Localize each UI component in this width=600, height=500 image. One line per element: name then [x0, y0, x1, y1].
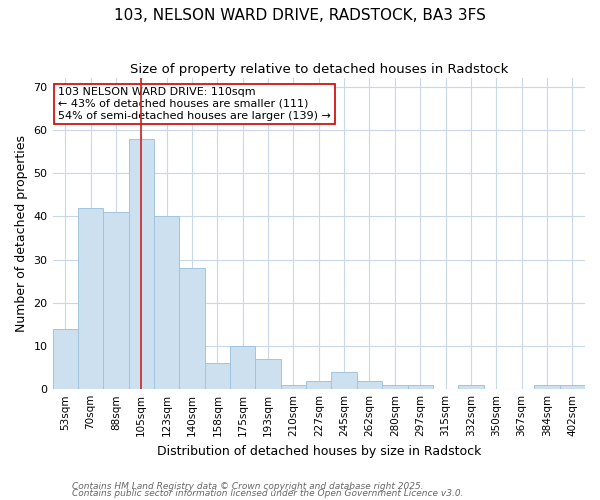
Bar: [407, 385, 433, 389]
Text: 103, NELSON WARD DRIVE, RADSTOCK, BA3 3FS: 103, NELSON WARD DRIVE, RADSTOCK, BA3 3F…: [114, 8, 486, 22]
Bar: [53, 328, 78, 389]
Bar: [179, 268, 205, 389]
Bar: [331, 372, 357, 389]
Bar: [78, 208, 103, 389]
Bar: [103, 212, 128, 389]
Bar: [560, 385, 585, 389]
Bar: [256, 359, 281, 389]
Bar: [382, 385, 407, 389]
Bar: [230, 346, 256, 389]
Bar: [205, 364, 230, 389]
Text: 103 NELSON WARD DRIVE: 110sqm
← 43% of detached houses are smaller (111)
54% of : 103 NELSON WARD DRIVE: 110sqm ← 43% of d…: [58, 88, 331, 120]
Title: Size of property relative to detached houses in Radstock: Size of property relative to detached ho…: [130, 62, 508, 76]
Bar: [154, 216, 179, 389]
Bar: [281, 385, 306, 389]
Bar: [357, 380, 382, 389]
Text: Contains public sector information licensed under the Open Government Licence v3: Contains public sector information licen…: [72, 490, 464, 498]
Text: Contains HM Land Registry data © Crown copyright and database right 2025.: Contains HM Land Registry data © Crown c…: [72, 482, 424, 491]
X-axis label: Distribution of detached houses by size in Radstock: Distribution of detached houses by size …: [157, 444, 481, 458]
Bar: [306, 380, 331, 389]
Y-axis label: Number of detached properties: Number of detached properties: [15, 135, 28, 332]
Bar: [458, 385, 484, 389]
Bar: [534, 385, 560, 389]
Bar: [128, 138, 154, 389]
